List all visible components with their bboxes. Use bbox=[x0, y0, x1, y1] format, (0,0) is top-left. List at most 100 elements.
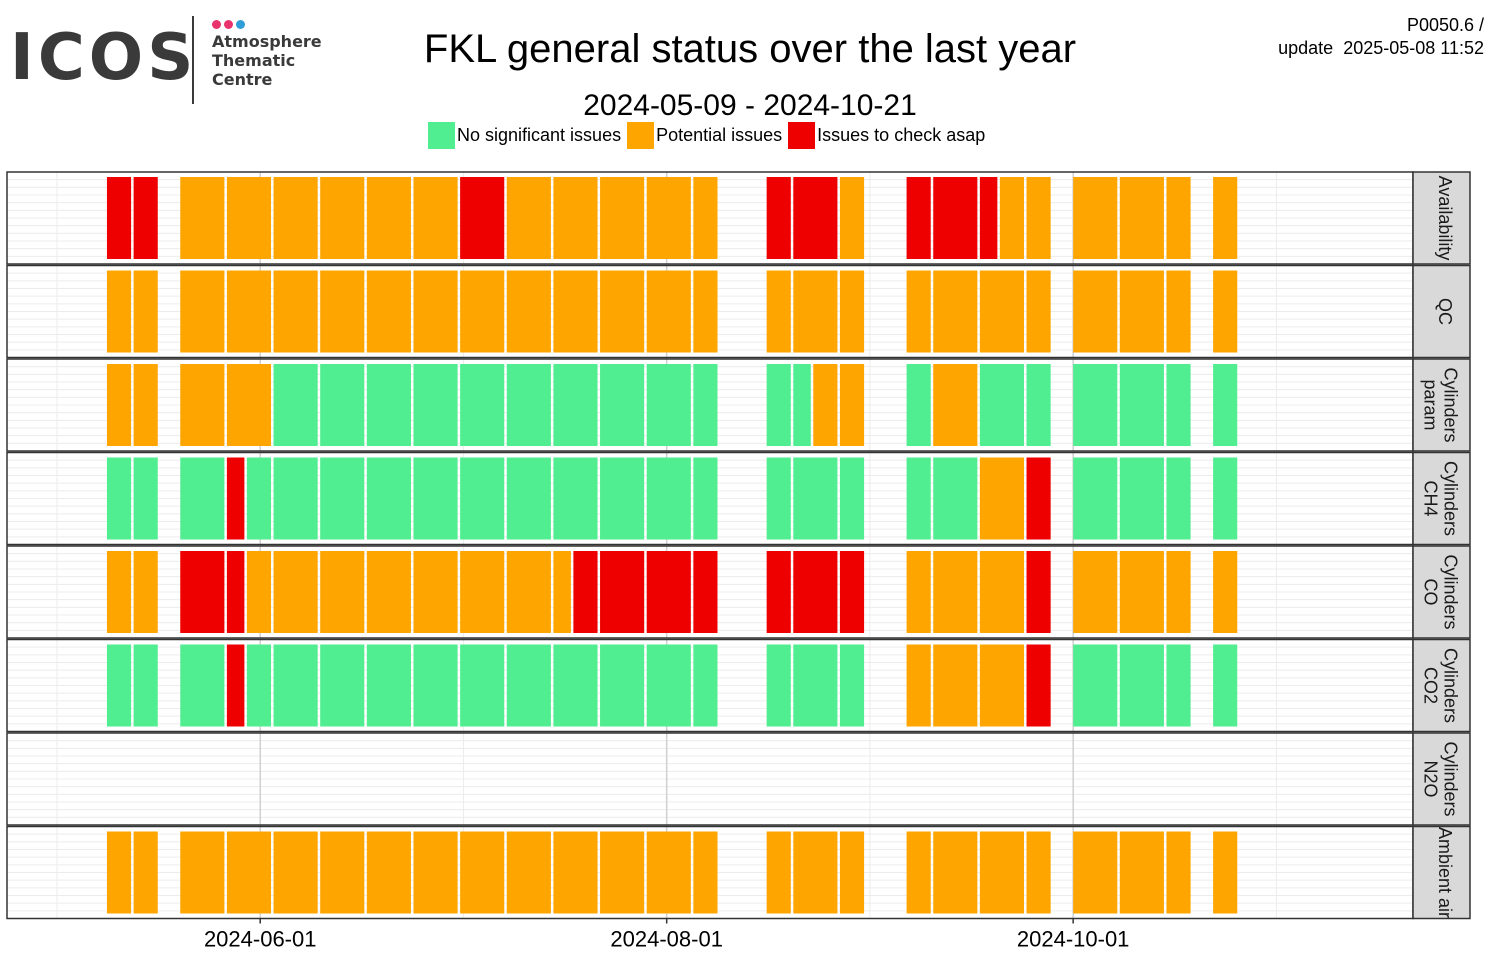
status-tile bbox=[1213, 364, 1238, 446]
status-tile bbox=[1026, 177, 1051, 259]
status-tile bbox=[226, 644, 245, 727]
update-label: update bbox=[1278, 38, 1334, 58]
status-tile bbox=[506, 644, 551, 727]
status-tile bbox=[413, 551, 458, 633]
status-tile bbox=[839, 270, 865, 353]
status-tile bbox=[133, 270, 158, 353]
status-tile bbox=[1166, 644, 1191, 727]
status-tile bbox=[793, 270, 838, 353]
status-tile bbox=[320, 831, 365, 914]
facet-label: Ambient air bbox=[1435, 827, 1455, 918]
logo-line-3: Centre bbox=[212, 70, 273, 89]
status-tile bbox=[933, 457, 978, 540]
status-tile bbox=[460, 177, 505, 259]
status-tile bbox=[1026, 457, 1051, 540]
x-tick-label: 2024-08-01 bbox=[610, 927, 723, 952]
status-tile bbox=[460, 831, 505, 914]
status-tile bbox=[1026, 270, 1051, 353]
status-tile bbox=[906, 364, 931, 446]
panel-cylinders-n2o: CylindersN2O bbox=[6, 732, 1471, 826]
status-tile bbox=[1213, 644, 1238, 727]
status-tile bbox=[413, 364, 458, 446]
status-tile bbox=[180, 644, 225, 727]
status-tile bbox=[766, 644, 791, 727]
status-tile bbox=[1166, 551, 1191, 633]
status-tile bbox=[106, 177, 132, 259]
status-tile bbox=[646, 270, 691, 353]
status-tile bbox=[933, 270, 978, 353]
update-time: 2025-05-08 11:52 bbox=[1343, 38, 1484, 58]
facet-label: CylindersCH4 bbox=[1421, 461, 1461, 536]
status-tile bbox=[273, 457, 318, 540]
legend-swatch-green bbox=[428, 121, 455, 149]
status-tile bbox=[839, 551, 865, 633]
status-tile bbox=[600, 457, 645, 540]
status-tile bbox=[413, 457, 458, 540]
facet-strip bbox=[1412, 451, 1471, 546]
status-tile bbox=[979, 364, 1025, 446]
status-tile bbox=[1166, 270, 1191, 353]
status-tile bbox=[553, 644, 598, 727]
status-tile bbox=[979, 270, 1025, 353]
status-tile bbox=[1073, 457, 1118, 540]
status-tile bbox=[839, 177, 865, 259]
status-tile bbox=[180, 551, 225, 633]
status-tile bbox=[693, 457, 718, 540]
status-tile bbox=[133, 831, 158, 914]
status-tile bbox=[106, 457, 132, 540]
status-tile bbox=[133, 364, 158, 446]
status-tile bbox=[553, 831, 598, 914]
status-tile bbox=[320, 177, 365, 259]
facet-strip bbox=[1412, 732, 1471, 826]
legend-swatch-orange bbox=[627, 121, 655, 149]
status-tile bbox=[226, 270, 272, 353]
status-tile bbox=[793, 364, 811, 446]
status-tile bbox=[106, 270, 132, 353]
status-tile bbox=[906, 551, 931, 633]
status-tile bbox=[506, 177, 551, 259]
status-tile bbox=[413, 644, 458, 727]
facet-strip bbox=[1412, 638, 1471, 733]
status-tile bbox=[366, 831, 411, 914]
status-tile bbox=[506, 270, 551, 353]
facet-strip bbox=[1412, 264, 1471, 359]
status-tile bbox=[460, 364, 505, 446]
status-tile bbox=[366, 551, 411, 633]
status-tile bbox=[693, 177, 718, 259]
status-tile bbox=[506, 457, 551, 540]
status-tile bbox=[793, 457, 838, 540]
status-tile bbox=[1166, 177, 1191, 259]
logo-dot-1 bbox=[212, 20, 221, 29]
status-tile bbox=[226, 551, 245, 633]
status-tile bbox=[766, 177, 791, 259]
logo-dots bbox=[212, 16, 248, 29]
status-tile bbox=[413, 270, 458, 353]
status-tile bbox=[766, 551, 791, 633]
status-tile bbox=[320, 270, 365, 353]
status-tile bbox=[366, 457, 411, 540]
x-tick-label: 2024-06-01 bbox=[204, 927, 317, 952]
status-tile bbox=[693, 270, 718, 353]
status-tile bbox=[133, 551, 158, 633]
panel-cylinders-ch4: CylindersCH4 bbox=[6, 451, 1471, 546]
status-tile bbox=[133, 644, 158, 727]
x-tick-label: 2024-10-01 bbox=[1017, 927, 1130, 952]
panel-qc: QC bbox=[6, 264, 1471, 359]
facet-label: Availability bbox=[1435, 176, 1455, 261]
status-tile bbox=[1119, 177, 1164, 259]
status-tile bbox=[646, 364, 691, 446]
facet-label: CylindersCO bbox=[1421, 554, 1461, 629]
status-tile bbox=[1119, 644, 1164, 727]
status-tile bbox=[553, 364, 598, 446]
status-tile bbox=[933, 551, 978, 633]
status-tile bbox=[839, 831, 865, 914]
status-tile bbox=[1026, 364, 1051, 446]
status-tile bbox=[553, 457, 598, 540]
facet-label: QC bbox=[1435, 298, 1455, 325]
legend-label-check-asap: Issues to check asap bbox=[817, 124, 986, 145]
facet-label: Cylindersparam bbox=[1421, 367, 1461, 442]
status-tile bbox=[839, 644, 865, 727]
status-tile bbox=[1213, 551, 1238, 633]
status-tile bbox=[1119, 457, 1164, 540]
status-tile bbox=[906, 831, 931, 914]
